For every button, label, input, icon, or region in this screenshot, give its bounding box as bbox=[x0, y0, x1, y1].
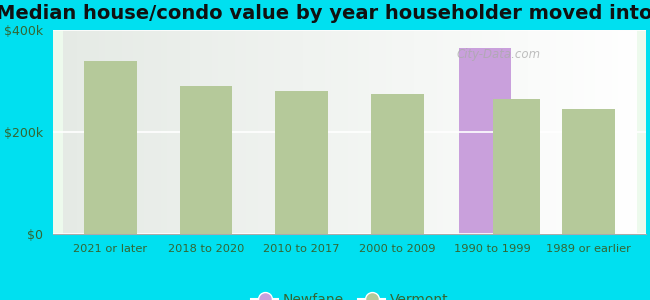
Text: City-Data.com: City-Data.com bbox=[456, 48, 540, 61]
Bar bbox=[84, 61, 136, 234]
Bar bbox=[276, 92, 328, 234]
Bar bbox=[562, 109, 615, 234]
Bar bbox=[371, 94, 424, 234]
Legend: Newfane, Vermont: Newfane, Vermont bbox=[245, 287, 454, 300]
Bar bbox=[493, 99, 540, 234]
Title: Median house/condo value by year householder moved into unit: Median house/condo value by year househo… bbox=[0, 4, 650, 23]
Bar bbox=[459, 48, 512, 234]
Bar bbox=[179, 86, 232, 234]
